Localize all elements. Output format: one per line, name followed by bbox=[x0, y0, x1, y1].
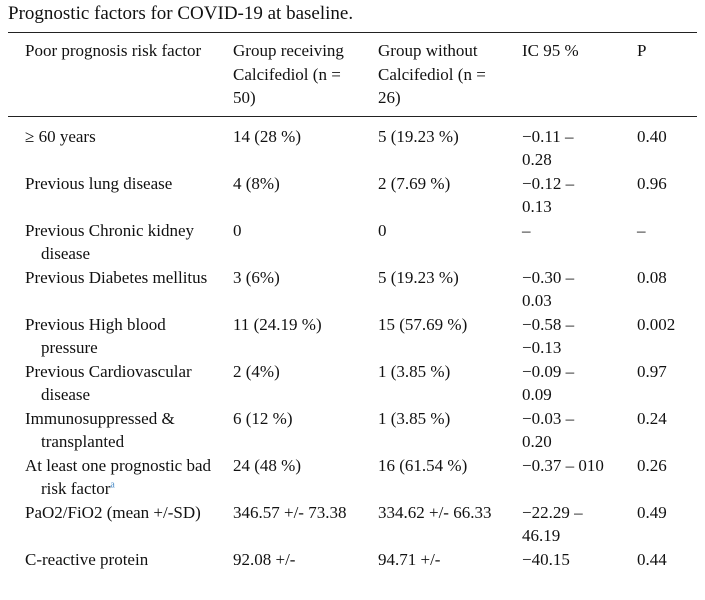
table-cell: −0.11 – 0.28 bbox=[522, 126, 574, 170]
table-cell: Previous lung disease bbox=[25, 173, 173, 193]
table-cell: Immunosuppressed & transplanted bbox=[25, 408, 175, 452]
table-row: Previous lung disease 4 (8%) 2 (7.69 %) −0.… bbox=[8, 172, 697, 219]
table-cell: 15 (57.69 %) bbox=[378, 314, 468, 334]
table-header: Poor prognosis risk factor Group receivin… bbox=[8, 32, 697, 117]
table-title: Prognostic factors for COVID-19 at basel… bbox=[8, 3, 354, 24]
table-cell: 0.002 bbox=[637, 314, 676, 334]
table-cell: 6 (12 %) bbox=[233, 408, 293, 428]
table-cell: 0.24 bbox=[637, 408, 667, 428]
table-cell: 0 bbox=[233, 220, 242, 240]
table-cell: 14 (28 %) bbox=[233, 126, 301, 146]
table-cell: −0.58 – −0.13 bbox=[522, 314, 575, 358]
table-body: ≥ 60 years 14 (28 %) 5 (19.23 %) −0.11 – 0.… bbox=[8, 116, 697, 571]
table-cell: 94.71 +/- bbox=[378, 549, 441, 569]
table-cell: −0.03 – 0.20 bbox=[522, 408, 575, 452]
table-cell: −0.12 – 0.13 bbox=[522, 173, 575, 217]
table-row: Previous Chronic kidney disease 0 0 – – bbox=[8, 219, 697, 266]
table-cell: At least one prognostic bad risk factora bbox=[8, 454, 233, 501]
table-cell: PaO2/FiO2 (mean +/-SD) bbox=[25, 502, 201, 522]
table-cell: −40.15 bbox=[522, 549, 570, 569]
table-cell: 92.08 +/- bbox=[233, 549, 296, 569]
table-cell: 11 (24.19 %) bbox=[233, 314, 322, 334]
table-cell: 2 (4%) bbox=[233, 361, 280, 381]
table-row: At least one prognostic bad risk factora… bbox=[8, 454, 697, 501]
table-cell: −0.37 – 010 bbox=[522, 455, 604, 475]
table-cell: 24 (48 %) bbox=[233, 455, 301, 475]
table-cell: −0.30 – 0.03 bbox=[522, 267, 575, 311]
header-row: Poor prognosis risk factor Group receivin… bbox=[8, 32, 697, 117]
header-cell: IC 95 % bbox=[522, 32, 637, 117]
cell-text: At least one prognostic bad risk factor bbox=[25, 455, 212, 499]
table-cell: 1 (3.85 %) bbox=[378, 361, 451, 381]
table-cell: Previous High blood pressure bbox=[25, 314, 166, 358]
header-cell: Group receiving Calcifediol (n = 50) bbox=[233, 32, 378, 117]
table-row: PaO2/FiO2 (mean +/-SD) 346.57 +/- 73.38 33… bbox=[8, 501, 697, 548]
header-cell: Group without Calcifediol (n = 26) bbox=[378, 32, 522, 117]
table-row: C-reactive protein 92.08 +/- 94.71 +/- −40.… bbox=[8, 548, 697, 572]
table-row: Immunosuppressed & transplanted 6 (12 %) 1… bbox=[8, 407, 697, 454]
table-row: Previous Cardiovascular disease 2 (4%) 1 (… bbox=[8, 360, 697, 407]
table-cell: 0.97 bbox=[637, 361, 667, 381]
table-cell: −0.09 – 0.09 bbox=[522, 361, 575, 405]
table-row: Previous Diabetes mellitus 3 (6%) 5 (19.23… bbox=[8, 266, 697, 313]
table-cell: 4 (8%) bbox=[233, 173, 280, 193]
table-cell: 0.26 bbox=[637, 455, 667, 475]
table-cell: Previous Diabetes mellitus bbox=[25, 267, 208, 287]
table-cell: 1 (3.85 %) bbox=[378, 408, 451, 428]
header-cell: Poor prognosis risk factor bbox=[8, 32, 233, 117]
table-row: Previous High blood pressure 11 (24.19 %)… bbox=[8, 313, 697, 360]
header-cell: P bbox=[637, 32, 697, 117]
table-cell: 334.62 +/- 66.33 bbox=[378, 502, 492, 522]
table-cell: 16 (61.54 %) bbox=[378, 455, 468, 475]
table-cell: 0.44 bbox=[637, 549, 667, 569]
table-row: ≥ 60 years 14 (28 %) 5 (19.23 %) −0.11 – 0.… bbox=[8, 116, 697, 172]
table-cell: Previous Cardiovascular disease bbox=[25, 361, 192, 405]
table-cell: – bbox=[637, 220, 646, 240]
footnote-mark: a bbox=[110, 479, 115, 491]
table-cell: 5 (19.23 %) bbox=[378, 267, 459, 287]
table-cell: 0.49 bbox=[637, 502, 667, 522]
table-cell: 5 (19.23 %) bbox=[378, 126, 459, 146]
table-cell: – bbox=[522, 220, 531, 240]
table-cell: 0.40 bbox=[637, 126, 667, 146]
table-cell: 2 (7.69 %) bbox=[378, 173, 451, 193]
table-cell: 0 bbox=[378, 220, 387, 240]
table-cell: Previous Chronic kidney disease bbox=[25, 220, 195, 264]
table: Poor prognosis risk factor Group receivin… bbox=[8, 32, 697, 571]
table-cell: 346.57 +/- 73.38 bbox=[233, 502, 347, 522]
table-cell: C-reactive protein bbox=[25, 549, 149, 569]
table-cell: 0.08 bbox=[637, 267, 667, 287]
table-cell: 0.96 bbox=[637, 173, 667, 193]
table-cell: −22.29 – 46.19 bbox=[522, 502, 583, 546]
table-cell: ≥ 60 years bbox=[25, 126, 96, 146]
table-cell: 3 (6%) bbox=[233, 267, 280, 287]
